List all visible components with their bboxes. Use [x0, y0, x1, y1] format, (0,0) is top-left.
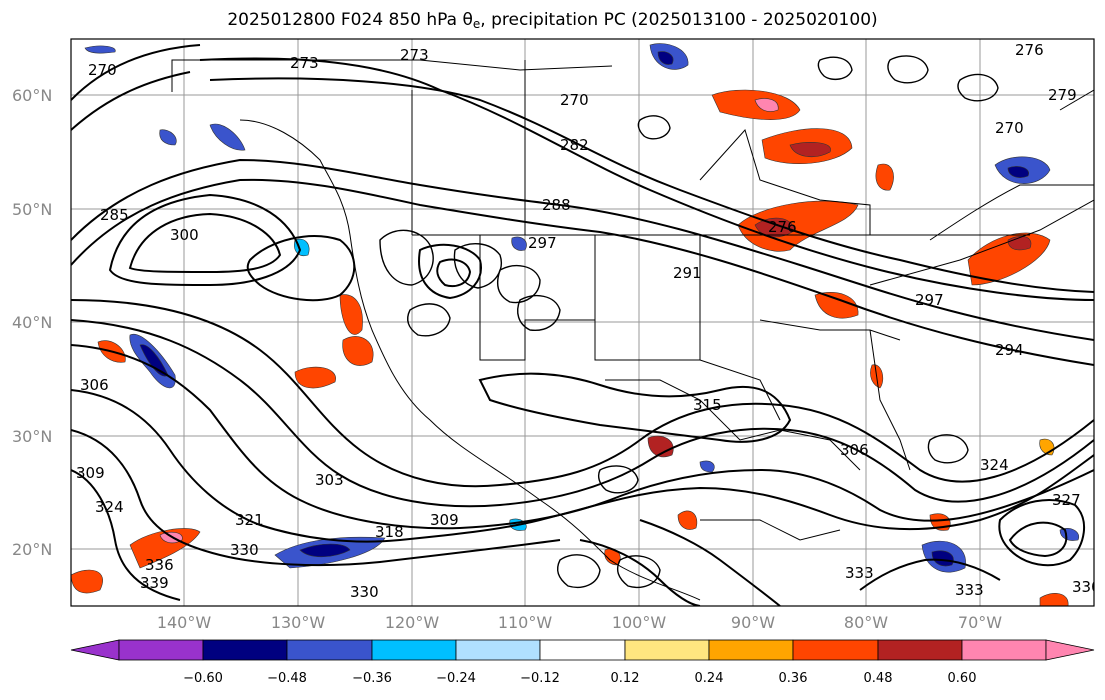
contour-label: 330 — [230, 541, 259, 559]
contour-label: 309 — [76, 464, 105, 482]
contour-label: 321 — [235, 511, 264, 529]
colorbar-segment — [624, 639, 710, 661]
contour-label: 282 — [560, 136, 589, 154]
lon-label-140w: 140°W — [157, 613, 212, 632]
contour-label: 324 — [980, 456, 1009, 474]
map-title: 2025012800 F024 850 hPa θe, precipitatio… — [227, 10, 878, 31]
contour-label: 333 — [955, 581, 984, 599]
contour-label: 294 — [995, 341, 1024, 359]
colorbar-tick: 0.12 — [611, 671, 640, 686]
contour-label: 279 — [1048, 86, 1077, 104]
colorbar-tick: −0.48 — [267, 671, 307, 686]
lon-label-110w: 110°W — [498, 613, 553, 632]
contour-label: 318 — [375, 523, 404, 541]
contour-label: 291 — [673, 264, 702, 282]
colorbar-tick: −0.24 — [436, 671, 476, 686]
contour-label: 273 — [400, 46, 429, 64]
lat-label-20n: 20°N — [12, 540, 52, 559]
precip-shading-negative — [84, 43, 1080, 573]
theta-e-contours — [71, 44, 1094, 606]
contour-label: 315 — [693, 396, 722, 414]
contour-label: 309 — [430, 511, 459, 529]
contour-label: 306 — [840, 441, 869, 459]
contour-label: 324 — [95, 498, 124, 516]
colorbar-segment — [455, 639, 541, 661]
contour-label: 288 — [542, 196, 571, 214]
contour-label: 270 — [995, 119, 1024, 137]
contour-label: 297 — [528, 234, 557, 252]
colorbar-segment — [877, 639, 963, 661]
contour-label: 300 — [170, 226, 199, 244]
lat-label-50n: 50°N — [12, 200, 52, 219]
lat-label-60n: 60°N — [12, 86, 52, 105]
colorbar-tick: 0.36 — [779, 671, 808, 686]
contour-label: 339 — [140, 574, 169, 592]
colorbar-tick: −0.60 — [183, 671, 223, 686]
lon-label-70w: 70°W — [958, 613, 1002, 632]
colorbar-segment — [708, 639, 794, 661]
lon-label-130w: 130°W — [271, 613, 326, 632]
colorbar-extend-high — [1045, 639, 1095, 661]
colorbar-segment — [539, 639, 626, 661]
contour-label: 276 — [1015, 41, 1044, 59]
colorbar-segment — [202, 639, 288, 661]
contour-label: 330 — [1072, 578, 1101, 596]
lon-label-100w: 100°W — [612, 613, 667, 632]
contour-label: 333 — [845, 564, 874, 582]
colorbar-segment — [118, 639, 204, 661]
colorbar-segment — [792, 639, 879, 661]
colorbar-tick: −0.12 — [520, 671, 560, 686]
lon-label-120w: 120°W — [385, 613, 440, 632]
colorbar-tick: 0.60 — [948, 671, 977, 686]
colorbar-tick: 0.48 — [864, 671, 893, 686]
colorbar-tick: −0.36 — [352, 671, 392, 686]
lat-label-30n: 30°N — [12, 427, 52, 446]
colorbar-tick: 0.24 — [695, 671, 724, 686]
contour-label: 276 — [768, 218, 797, 236]
latitude-labels: 20°N 30°N 40°N 50°N 60°N — [12, 86, 52, 559]
contour-label: 270 — [88, 61, 117, 79]
contour-label: 306 — [80, 376, 109, 394]
longitude-labels: 140°W 130°W 120°W 110°W 100°W 90°W 80°W … — [157, 613, 1002, 632]
contour-label: 336 — [145, 556, 174, 574]
colorbar-ticks: −0.60 −0.48 −0.36 −0.24 −0.12 0.12 0.24 … — [183, 671, 976, 686]
contour-label: 327 — [1052, 491, 1081, 509]
colorbar-segment — [961, 639, 1047, 661]
precip-shading-positive — [71, 89, 1069, 606]
colorbar-segment — [286, 639, 373, 661]
lat-label-40n: 40°N — [12, 313, 52, 332]
contour-labels: 270 273 273 270 282 288 291 297 300 285 … — [76, 41, 1101, 601]
contour-label: 285 — [100, 206, 129, 224]
colorbar-segment — [371, 639, 457, 661]
colorbar-extend-low — [70, 639, 120, 661]
contour-label: 303 — [315, 471, 344, 489]
map-frame — [70, 38, 1095, 607]
lon-label-90w: 90°W — [731, 613, 775, 632]
colorbar — [70, 639, 1095, 661]
contour-label: 330 — [350, 583, 379, 601]
contour-label: 273 — [290, 54, 319, 72]
contour-label: 297 — [915, 291, 944, 309]
theta-e-contours-thin — [379, 55, 999, 588]
contour-label: 270 — [560, 91, 589, 109]
coastlines-borders — [171, 59, 1094, 601]
lon-label-80w: 80°W — [844, 613, 888, 632]
